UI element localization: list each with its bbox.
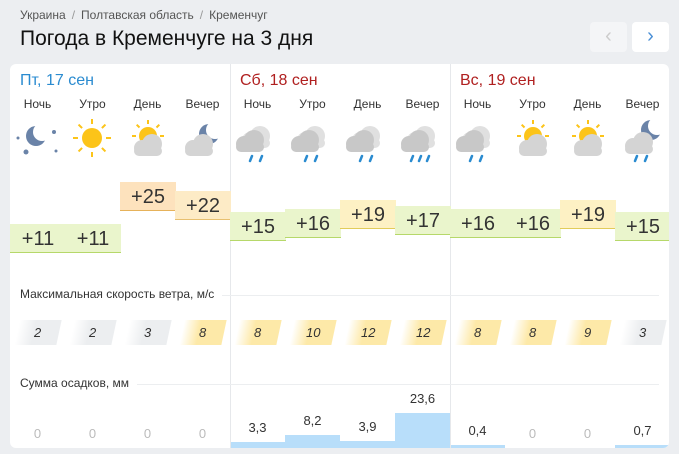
precip-value: 0,7 (633, 423, 652, 438)
wind-speed-badge: 3 (124, 320, 172, 345)
temperature-cell: +19 (340, 200, 396, 229)
wind-label: Максимальная скорость ветра, м/с (20, 287, 223, 301)
wind-speed-badge: 8 (509, 320, 557, 345)
precip-value: 0 (88, 426, 97, 441)
day-part-label: Утро (299, 97, 326, 111)
heavy-rain-clouds-icon (395, 116, 450, 166)
day-header: Пт, 17 сен (20, 72, 94, 89)
temperature-cell: +25 (120, 182, 176, 211)
temperature-cell: +15 (230, 212, 286, 241)
wind-speed-badge: 2 (69, 320, 117, 345)
precip-value: 3,9 (358, 419, 377, 435)
precip-bar (285, 435, 340, 448)
wind-speed-value: 12 (415, 325, 431, 340)
partly-cloudy-day-icon (120, 116, 175, 166)
next-button[interactable]: › (632, 22, 669, 52)
day-part-label: Ночь (23, 97, 52, 111)
temperature-cell: +11 (10, 224, 66, 253)
precip-value: 0 (143, 426, 152, 441)
divider (20, 384, 659, 385)
forecast-card: Пт, 17 сен Сб, 18 сен Вс, 19 сен Ночь Утро Де… (10, 64, 669, 448)
precip-value: 0 (198, 426, 207, 441)
temperature-cell: +22 (175, 191, 231, 220)
clear-night-icon (10, 116, 65, 166)
day-part-label: Ночь (243, 97, 272, 111)
rain-clouds-icon (450, 116, 505, 166)
day-part-label: Утро (519, 97, 546, 111)
prev-button[interactable]: ‹ (590, 22, 627, 52)
wind-speed-badge: 10 (289, 320, 337, 345)
day-part-label: День (573, 97, 602, 111)
precip-value: 0 (528, 426, 537, 441)
precip-bar (395, 412, 450, 448)
wind-speed-value: 8 (199, 325, 207, 340)
temperature-cell: +19 (560, 200, 616, 229)
wind-speed-value: 12 (360, 325, 376, 340)
rain-clouds-icon (340, 116, 395, 166)
partly-cloudy-day-icon (560, 116, 615, 166)
precip-value: 3,3 (248, 420, 267, 436)
wind-speed-value: 8 (254, 325, 262, 340)
wind-speed-badge: 3 (619, 320, 667, 345)
wind-speed-value: 2 (89, 325, 97, 340)
precip-value: 23,6 (409, 390, 436, 406)
wind-speed-value: 3 (639, 325, 647, 340)
day-header: Вс, 19 сен (460, 72, 536, 89)
day-divider (450, 64, 451, 448)
wind-speed-badge: 12 (344, 320, 392, 345)
wind-speed-badge: 9 (564, 320, 612, 345)
wind-speed-badge: 8 (179, 320, 227, 345)
precip-value: 8,2 (303, 413, 322, 429)
precip-bar (615, 445, 669, 448)
day-part-label: Вечер (185, 97, 220, 111)
divider (20, 295, 659, 296)
temperature-cell: +16 (450, 209, 506, 238)
wind-speed-value: 8 (474, 325, 482, 340)
breadcrumb: Украина / Полтавская область / Кременчуг (20, 8, 268, 22)
temperature-cell: +16 (505, 209, 561, 238)
breadcrumb-item[interactable]: Полтавская область (81, 8, 194, 22)
day-part-label: Утро (79, 97, 106, 111)
rain-clouds-icon (285, 116, 340, 166)
partly-cloudy-day-icon (505, 116, 560, 166)
day-part-label: Вечер (405, 97, 440, 111)
day-divider (230, 64, 231, 448)
wind-speed-badge: 2 (14, 320, 62, 345)
night-rain-icon (615, 116, 669, 166)
day-part-label: Вечер (625, 97, 660, 111)
breadcrumb-item[interactable]: Украина (20, 8, 66, 22)
wind-speed-value: 3 (144, 325, 152, 340)
precip-bar (230, 442, 285, 448)
wind-speed-badge: 8 (454, 320, 502, 345)
precip-label: Сумма осадков, мм (20, 376, 137, 390)
rain-clouds-icon (230, 116, 285, 166)
page-title: Погода в Кременчуге на 3 дня (20, 27, 314, 50)
sun-icon (65, 116, 120, 166)
precip-bar (340, 441, 395, 448)
precip-value: 0 (583, 426, 592, 441)
wind-speed-value: 10 (305, 325, 321, 340)
temperature-cell: +16 (285, 209, 341, 238)
day-part-label: День (353, 97, 382, 111)
day-part-label: Ночь (463, 97, 492, 111)
breadcrumb-item[interactable]: Кременчуг (209, 8, 268, 22)
wind-speed-value: 2 (34, 325, 42, 340)
temperature-cell: +15 (615, 212, 669, 241)
precip-value: 0,4 (468, 423, 487, 438)
day-header: Сб, 18 сен (240, 72, 318, 89)
partly-cloudy-night-icon (175, 116, 230, 166)
wind-speed-value: 8 (529, 325, 537, 340)
wind-speed-badge: 12 (399, 320, 447, 345)
temperature-cell: +17 (395, 206, 451, 235)
precip-value: 0 (33, 426, 42, 441)
day-part-label: День (133, 97, 162, 111)
precip-bar (450, 445, 505, 448)
wind-speed-badge: 8 (234, 320, 282, 345)
temperature-cell: +11 (65, 224, 121, 253)
wind-speed-value: 9 (584, 325, 592, 340)
